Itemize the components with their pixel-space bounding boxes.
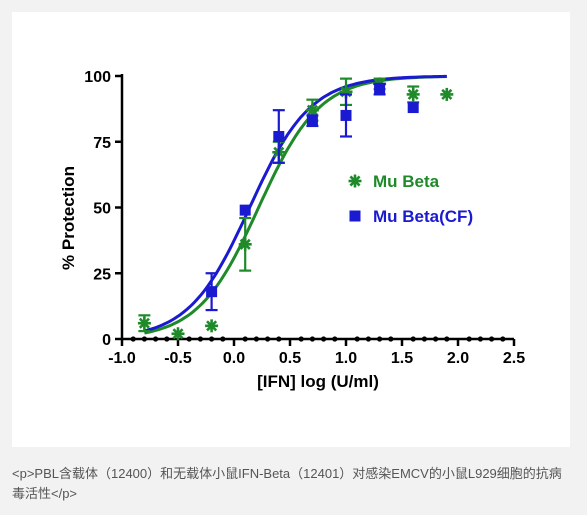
x-tick-label: -0.5	[164, 350, 192, 367]
x-axis-dot	[197, 336, 203, 342]
legend-square	[349, 210, 361, 222]
y-tick-label: 25	[93, 266, 111, 283]
x-axis-dot	[253, 336, 259, 342]
x-axis-dot	[433, 336, 439, 342]
data-point-mu-beta	[440, 87, 454, 101]
x-axis-dot	[354, 336, 360, 342]
data-point-mu-beta	[205, 319, 219, 333]
x-axis-dot	[500, 336, 506, 342]
asterisk-stroke	[138, 317, 150, 329]
x-axis-dot	[444, 336, 450, 342]
x-axis-dot	[365, 336, 371, 342]
x-axis-dot	[242, 336, 248, 342]
x-tick-label: 2.0	[447, 350, 469, 367]
x-axis-dot	[298, 336, 304, 342]
axes: 0 25 50 75 100 -1.0 -0.5 0.0 0.5 1.0 1.5 2.0 2.5	[84, 69, 525, 367]
fit-curve-mu-beta	[144, 75, 447, 335]
asterisk-stroke	[306, 104, 318, 116]
x-axis-dot	[321, 336, 327, 342]
data-point-mu-beta	[238, 237, 252, 251]
legend-asterisk	[348, 174, 362, 188]
x-axis-dot	[410, 336, 416, 342]
data-points	[137, 77, 454, 341]
legend-marker-mu-beta	[348, 174, 362, 188]
x-tick-label: 1.0	[335, 350, 357, 367]
data-point-mu-beta-cf	[306, 115, 318, 127]
x-axis-dot	[186, 336, 192, 342]
x-axis-dot	[141, 336, 147, 342]
data-point-mu-beta	[137, 316, 151, 330]
asterisk-stroke	[206, 320, 218, 332]
x-axis-dot	[220, 336, 226, 342]
legend-label-mu-beta: Mu Beta	[373, 172, 440, 191]
data-point-mu-beta-cf	[374, 83, 386, 95]
legend: Mu Beta Mu Beta(CF)	[348, 172, 473, 226]
x-tick-label: 1.5	[391, 350, 413, 367]
data-point-mu-beta-cf	[407, 102, 419, 114]
asterisk-stroke	[407, 88, 419, 100]
x-axis-dot	[276, 336, 282, 342]
x-axis-dot	[477, 336, 483, 342]
data-point-mu-beta-cf	[340, 109, 352, 121]
data-point-mu-beta-cf	[206, 286, 218, 298]
asterisk-stroke	[441, 88, 453, 100]
x-axis-dot	[209, 336, 215, 342]
y-tick-label: 50	[93, 201, 111, 218]
fit-curves	[143, 74, 447, 335]
x-axis-title: [IFN] log (U/ml)	[257, 372, 379, 391]
asterisk-stroke	[349, 175, 361, 187]
asterisk-stroke	[239, 238, 251, 250]
x-tick-label: 0.0	[223, 350, 245, 367]
x-tick-label: 2.5	[503, 350, 525, 367]
y-axis-title: % Protection	[59, 166, 78, 270]
protection-chart: 0 25 50 75 100 -1.0 -0.5 0.0 0.5 1.0 1.5 2.0 2.5 Mu …	[59, 69, 525, 391]
x-axis-dot	[388, 336, 394, 342]
asterisk-stroke	[172, 328, 184, 340]
figure-card: 0 25 50 75 100 -1.0 -0.5 0.0 0.5 1.0 1.5 2.0 2.5 Mu …	[12, 12, 570, 447]
x-axis-dot	[466, 336, 472, 342]
x-axis-dot	[265, 336, 271, 342]
y-tick-label: 0	[102, 332, 111, 349]
x-axis-dot	[489, 336, 495, 342]
x-axis-dot	[164, 336, 170, 342]
legend-marker-mu-beta-cf	[349, 210, 361, 222]
figure-caption: <p>PBL含载体（12400）和无载体小鼠IFN-Beta（12401）对感染…	[12, 466, 562, 501]
legend-label-mu-beta-cf: Mu Beta(CF)	[373, 207, 473, 226]
y-tick-label: 100	[84, 69, 111, 86]
x-axis-dot	[130, 336, 136, 342]
x-axis-dot	[377, 336, 383, 342]
y-tick-label: 75	[93, 135, 111, 152]
x-tick-label: -1.0	[108, 350, 136, 367]
fit-curve-mu-beta-cf	[143, 74, 447, 333]
data-point-mu-beta-cf	[239, 204, 251, 216]
x-axis-dot	[309, 336, 315, 342]
data-point-mu-beta	[171, 327, 185, 341]
x-axis-dot	[332, 336, 338, 342]
data-point-mu-beta	[406, 87, 420, 101]
x-tick-label: 0.5	[279, 350, 301, 367]
x-axis-dot	[153, 336, 159, 342]
data-point-mu-beta-cf	[273, 130, 285, 142]
x-axis-dot	[421, 336, 427, 342]
